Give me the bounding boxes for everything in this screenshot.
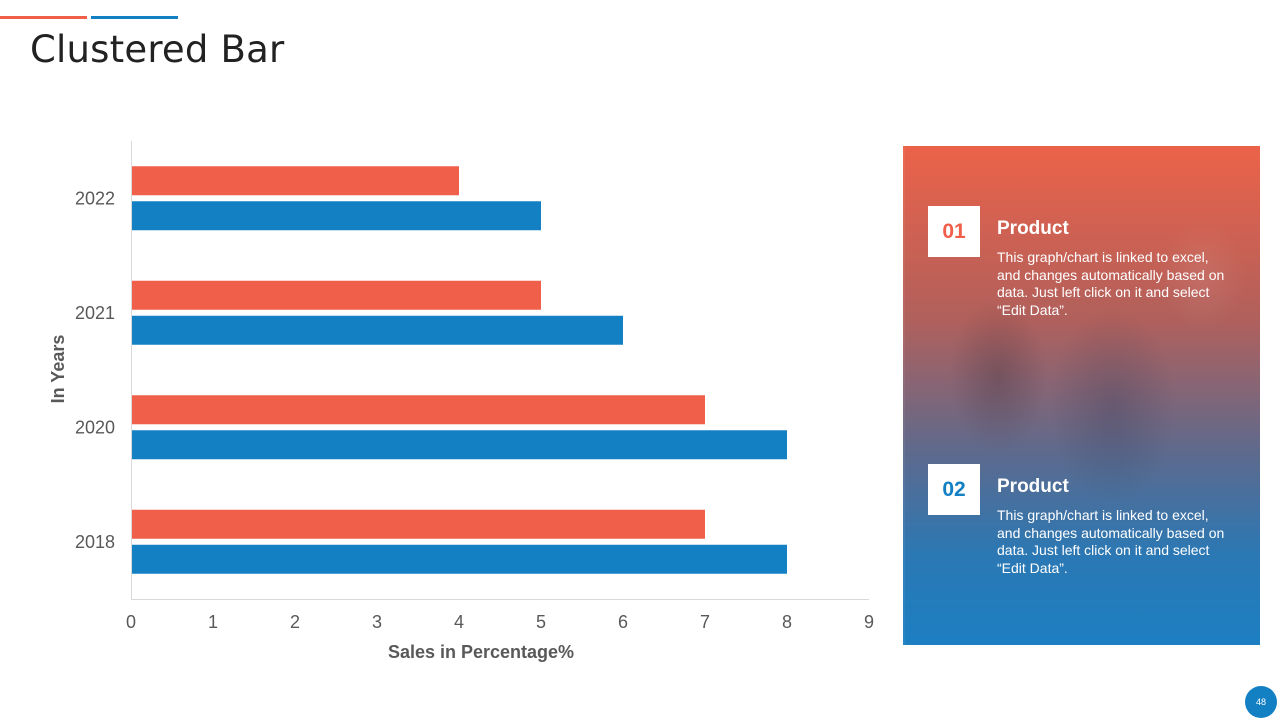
accent-line-orange (0, 16, 87, 19)
page-number-badge: 48 (1245, 686, 1277, 718)
y-tick-label-2021: 2021 (75, 303, 115, 323)
bar-2020-series-1[interactable] (132, 395, 705, 425)
info-heading-01: Product (997, 218, 1069, 239)
y-tick-label-2022: 2022 (75, 188, 115, 208)
x-tick-label-9: 9 (864, 612, 874, 632)
bar-2021-series-1[interactable] (132, 280, 541, 310)
x-tick-label-5: 5 (536, 612, 546, 632)
slide-title: Clustered Bar (30, 28, 285, 71)
y-tick-label-2018: 2018 (75, 532, 115, 552)
x-tick-label-1: 1 (208, 612, 218, 632)
y-tick-label-2020: 2020 (75, 417, 115, 437)
x-axis-title: Sales in Percentage% (388, 642, 574, 662)
x-tick-label-4: 4 (454, 612, 464, 632)
x-tick-label-2: 2 (290, 612, 300, 632)
x-tick-label-7: 7 (700, 612, 710, 632)
number-badge-01: 01 (928, 206, 980, 257)
bar-2021-series-2[interactable] (132, 315, 623, 345)
x-tick-label-6: 6 (618, 612, 628, 632)
bar-2022-series-2[interactable] (132, 201, 541, 231)
info-text-02: This graph/chart is linked to excel, and… (997, 507, 1225, 576)
number-badge-02: 02 (928, 464, 980, 515)
accent-line-blue (91, 16, 178, 19)
info-heading-02: Product (997, 476, 1069, 497)
bar-2020-series-2[interactable] (132, 430, 787, 460)
info-panel: 01 Product This graph/chart is linked to… (903, 146, 1260, 645)
bar-2022-series-1[interactable] (132, 166, 459, 196)
info-text-01: This graph/chart is linked to excel, and… (997, 249, 1225, 318)
x-tick-label-0: 0 (126, 612, 136, 632)
bar-2018-series-2[interactable] (132, 544, 787, 574)
clustered-bar-chart[interactable]: 2022 2021 2020 2018 0 1 2 3 4 5 6 7 8 9 Sales in Perce… (0, 0, 900, 680)
y-axis-title: In Years (48, 335, 68, 404)
x-tick-label-8: 8 (782, 612, 792, 632)
bar-2018-series-1[interactable] (132, 509, 705, 539)
x-tick-label-3: 3 (372, 612, 382, 632)
